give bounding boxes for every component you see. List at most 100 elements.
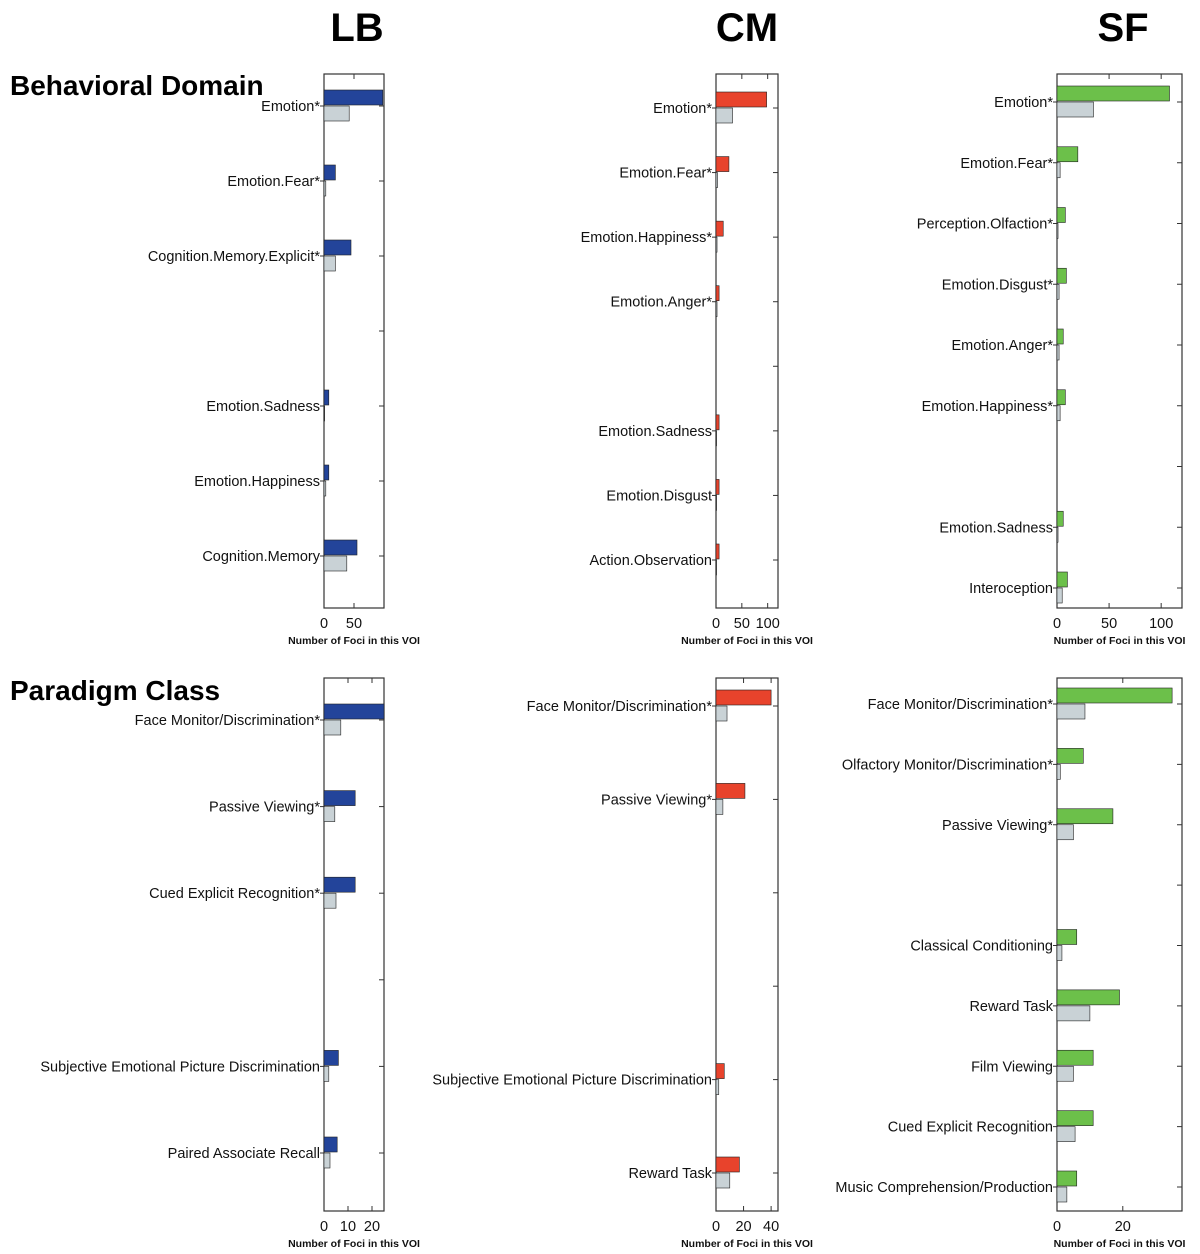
category-label-emotion-fear: Emotion.Fear* [227, 174, 320, 190]
bar-sf-olfactory-monitor-discrimination [1056, 748, 1084, 764]
panel-frame-CM-behavioral [715, 73, 779, 609]
x-tick-label: 20 [364, 1219, 380, 1235]
category-label-passive-viewing: Passive Viewing* [601, 792, 712, 808]
bar-sf-emotion-fear [1056, 146, 1079, 163]
bar-baseline-paired-associate-recall [323, 1152, 331, 1169]
bar-baseline-emotion [1056, 101, 1094, 118]
x-axis-label-SF-paradigm: Number of Foci in this VOI [1054, 1238, 1186, 1250]
bar-lb-emotion-happiness [323, 464, 330, 481]
category-label-cognition-memory-explicit: Cognition.Memory.Explicit* [148, 249, 321, 265]
bar-baseline-passive-viewing [1056, 824, 1074, 841]
bar-sf-interoception [1056, 571, 1068, 588]
bar-baseline-face-monitor-discrimination [323, 719, 342, 736]
bar-lb-passive-viewing [323, 790, 356, 806]
category-label-emotion-sadness: Emotion.Sadness [939, 520, 1053, 536]
category-label-face-monitor-discrimination: Face Monitor/Discrimination* [868, 697, 1054, 713]
category-label-emotion-happiness: Emotion.Happiness [194, 474, 320, 490]
category-label-subjective-emotional-picture-discrimination: Subjective Emotional Picture Discriminat… [432, 1073, 712, 1089]
x-tick-label: 0 [320, 1219, 328, 1235]
bar-baseline-music-comprehension-production [1056, 1186, 1068, 1203]
panel-frame-LB-paradigm [323, 677, 385, 1212]
category-label-film-viewing: Film Viewing [971, 1059, 1053, 1075]
category-label-emotion-happiness: Emotion.Happiness* [922, 399, 1054, 415]
x-tick-label: 50 [1101, 616, 1117, 632]
bar-baseline-emotion [323, 105, 350, 122]
x-axis-label-SF-behavioral: Number of Foci in this VOI [1054, 635, 1186, 647]
bar-sf-emotion-sadness [1056, 510, 1064, 527]
category-label-emotion: Emotion* [994, 95, 1053, 111]
category-label-passive-viewing: Passive Viewing* [942, 818, 1053, 834]
x-tick-label: 10 [340, 1219, 356, 1235]
bar-baseline-cued-explicit-recognition [323, 892, 337, 909]
bar-sf-emotion-disgust [1056, 267, 1067, 284]
bar-cm-action-observation [715, 543, 720, 560]
category-label-emotion-anger: Emotion.Anger* [951, 338, 1053, 354]
category-label-emotion-disgust: Emotion.Disgust* [942, 277, 1054, 293]
bar-sf-passive-viewing [1056, 808, 1114, 825]
bar-baseline-subjective-emotional-picture-discrimination [323, 1066, 330, 1082]
bar-baseline-film-viewing [1056, 1065, 1074, 1082]
x-tick-label: 40 [763, 1219, 779, 1235]
x-tick-label: 0 [712, 616, 720, 632]
bar-sf-emotion-anger [1056, 328, 1064, 345]
bar-baseline-reward-task [715, 1172, 731, 1189]
bar-lb-emotion-sadness [323, 389, 330, 406]
category-label-perception-olfaction: Perception.Olfaction* [917, 217, 1054, 233]
category-label-action-observation: Action.Observation [589, 553, 712, 569]
bar-cm-emotion-disgust [715, 479, 720, 495]
bar-lb-cognition-memory-explicit [323, 239, 352, 256]
bar-baseline-perception-olfaction [1056, 223, 1059, 239]
bar-baseline-cognition-memory-explicit [323, 255, 336, 272]
column-title-lb: LB [330, 6, 384, 50]
category-label-reward-task: Reward Task [628, 1166, 712, 1182]
bar-baseline-emotion-anger [715, 301, 718, 318]
x-axis-label-LB-behavioral: Number of Foci in this VOI [288, 635, 420, 647]
x-tick-label: 0 [1053, 1219, 1061, 1235]
x-tick-label: 100 [756, 616, 780, 632]
bar-baseline-passive-viewing [323, 806, 336, 822]
bar-sf-music-comprehension-production [1056, 1170, 1078, 1187]
bar-lb-emotion-fear [323, 164, 336, 181]
category-label-emotion-anger: Emotion.Anger* [610, 295, 712, 311]
bar-cm-emotion-happiness [715, 220, 724, 237]
x-axis-label-LB-paradigm: Number of Foci in this VOI [288, 1238, 420, 1250]
bar-lb-cued-explicit-recognition [323, 876, 356, 893]
bar-baseline-emotion-fear [1056, 162, 1061, 179]
x-tick-label: 50 [346, 616, 362, 632]
category-label-olfactory-monitor-discrimination: Olfactory Monitor/Discrimination* [842, 757, 1053, 773]
category-label-cognition-memory: Cognition.Memory [202, 549, 320, 565]
x-tick-label: 50 [734, 616, 750, 632]
bar-baseline-emotion-sadness [1056, 526, 1059, 543]
bar-sf-classical-conditioning [1056, 929, 1078, 945]
row-title-behavioral-domain: Behavioral Domain [10, 70, 264, 101]
x-tick-label: 20 [1115, 1219, 1131, 1235]
bar-lb-paired-associate-recall [323, 1136, 338, 1153]
bar-baseline-face-monitor-discrimination [715, 705, 728, 722]
category-label-cued-explicit-recognition: Cued Explicit Recognition* [149, 886, 320, 902]
x-tick-label: 0 [1053, 616, 1061, 632]
bar-cm-subjective-emotional-picture-discrimination [715, 1063, 725, 1079]
bar-baseline-face-monitor-discrimination [1056, 703, 1086, 720]
bar-cm-reward-task [715, 1156, 740, 1173]
category-label-face-monitor-discrimination: Face Monitor/Discrimination* [135, 713, 321, 729]
bar-baseline-interoception [1056, 587, 1063, 604]
bar-baseline-emotion-happiness [1056, 405, 1061, 422]
bar-sf-film-viewing [1056, 1049, 1094, 1066]
bar-sf-cued-explicit-recognition [1056, 1110, 1094, 1126]
column-title-cm: CM [715, 6, 779, 50]
bar-baseline-classical-conditioning [1056, 945, 1063, 961]
panel-frame-CM-paradigm [715, 677, 779, 1212]
bar-cm-passive-viewing [715, 783, 746, 799]
bar-baseline-action-observation [715, 559, 717, 576]
category-label-cued-explicit-recognition: Cued Explicit Recognition [888, 1120, 1053, 1136]
category-label-subjective-emotional-picture-discrimination: Subjective Emotional Picture Discriminat… [40, 1059, 320, 1075]
bar-baseline-emotion-happiness [323, 480, 327, 497]
bar-lb-cognition-memory [323, 539, 358, 556]
bar-baseline-emotion-disgust [715, 495, 717, 511]
category-label-music-comprehension-production: Music Comprehension/Production [835, 1180, 1053, 1196]
category-label-paired-associate-recall: Paired Associate Recall [168, 1146, 320, 1162]
category-label-face-monitor-discrimination: Face Monitor/Discrimination* [527, 699, 713, 715]
x-tick-label: 20 [735, 1219, 751, 1235]
bar-baseline-emotion-fear [715, 172, 718, 188]
